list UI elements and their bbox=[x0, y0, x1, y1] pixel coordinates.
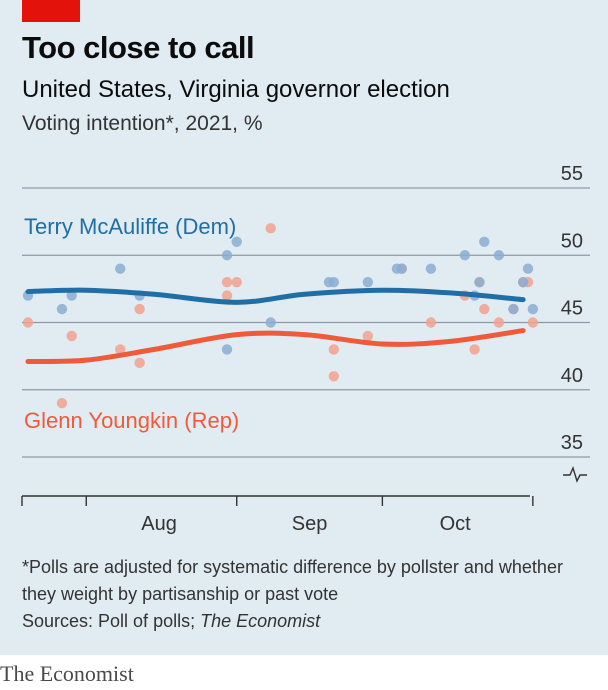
rep-poll-dot bbox=[328, 371, 340, 382]
dem-poll-dot bbox=[231, 236, 242, 247]
chart-panel bbox=[0, 0, 608, 655]
dem-poll-dot bbox=[474, 276, 485, 288]
rep-trend-line bbox=[25, 328, 526, 365]
dem-poll-dot bbox=[328, 276, 340, 288]
dem-poll-dot bbox=[221, 344, 233, 355]
rep-poll-dot bbox=[134, 357, 145, 369]
y-tick-label-35: 35 bbox=[561, 432, 583, 454]
dem-poll-dot bbox=[56, 303, 68, 315]
x-tick-label-oct: Oct bbox=[440, 513, 472, 535]
dem-poll-dot bbox=[459, 250, 471, 261]
dem-poll-dot bbox=[66, 290, 77, 301]
rep-poll-dot bbox=[479, 303, 490, 315]
dem-poll-dot bbox=[508, 303, 519, 315]
dem-poll-dot bbox=[115, 263, 126, 274]
rep-poll-dot bbox=[134, 303, 145, 315]
dem-poll-dot bbox=[522, 263, 534, 274]
brand-red-tab bbox=[22, 0, 80, 22]
dem-poll-dot bbox=[527, 303, 539, 315]
chart-title: Too close to call bbox=[22, 30, 255, 65]
rep-poll-dot bbox=[265, 223, 276, 234]
rep-poll-dot bbox=[221, 276, 233, 288]
chart-plot-area: 35 40 45 50 55 Aug Sep Oct Terry McAuliffe (Dem)… bbox=[21, 163, 590, 535]
rep-poll-dot bbox=[22, 317, 34, 328]
rep-poll-dot bbox=[115, 344, 126, 355]
dem-series-label: Terry McAuliffe (Dem) bbox=[24, 214, 236, 239]
dem-poll-dot bbox=[362, 276, 374, 288]
x-tick-label-aug: Aug bbox=[141, 513, 177, 535]
y-tick-label-40: 40 bbox=[561, 365, 583, 387]
rep-series-label: Glenn Youngkin (Rep) bbox=[24, 408, 239, 433]
rep-poll-dot bbox=[362, 330, 374, 342]
sources-line: Sources: Poll of polls; The Economist bbox=[22, 611, 320, 632]
dem-poll-dot bbox=[221, 250, 233, 261]
dem-poll-dot bbox=[479, 236, 490, 247]
rep-poll-dot bbox=[66, 330, 77, 342]
unit-line: Voting intention*, 2021, % bbox=[22, 112, 263, 135]
dem-poll-dot bbox=[517, 276, 529, 288]
axis-break-icon bbox=[563, 465, 587, 483]
dem-trend-line bbox=[25, 287, 526, 305]
dem-poll-dot bbox=[425, 263, 437, 274]
sources-prefix: Sources: Poll of polls; bbox=[22, 611, 201, 631]
y-tick-label-45: 45 bbox=[561, 298, 583, 320]
rep-poll-dot bbox=[221, 290, 233, 301]
rep-poll-dot bbox=[328, 344, 340, 355]
dem-poll-dot bbox=[265, 317, 276, 328]
chart-subtitle: United States, Virginia governor electio… bbox=[22, 76, 450, 103]
footnote: *Polls are adjusted for systematic diffe… bbox=[22, 557, 563, 604]
dem-poll-dot bbox=[396, 263, 407, 274]
rep-poll-dot bbox=[493, 317, 505, 328]
rep-poll-dot bbox=[527, 317, 539, 328]
x-tick-label-sep: Sep bbox=[292, 513, 328, 535]
sources-italic: The Economist bbox=[200, 611, 321, 631]
y-tick-label-55: 55 bbox=[561, 163, 583, 185]
rep-poll-dot bbox=[56, 398, 68, 409]
rep-poll-dot bbox=[425, 317, 437, 328]
y-tick-label-50: 50 bbox=[561, 230, 583, 252]
rep-poll-dot bbox=[469, 344, 480, 355]
dem-poll-dot bbox=[493, 250, 505, 261]
brand-wordmark: The Economist bbox=[0, 661, 134, 686]
rep-poll-dot bbox=[231, 276, 242, 288]
